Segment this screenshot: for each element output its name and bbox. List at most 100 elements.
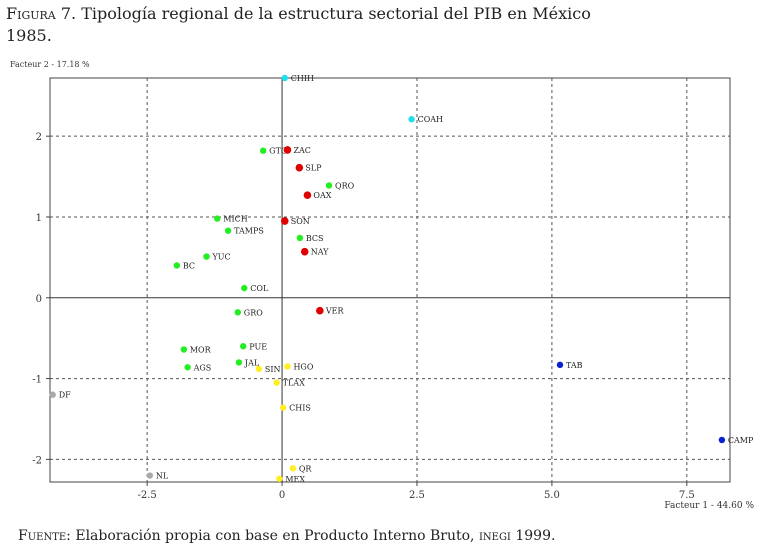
data-point: GRO — [234, 308, 263, 317]
data-point: CHIH — [281, 74, 314, 83]
source-label: Fuente: — [18, 528, 71, 544]
point-marker — [224, 227, 232, 234]
point-label: SLP — [305, 164, 322, 173]
point-marker — [408, 116, 415, 123]
data-point: MOR — [180, 345, 212, 354]
point-label: TAMPS — [234, 227, 264, 236]
x-tick-label: 7.5 — [679, 490, 695, 501]
data-point: SIN — [255, 365, 281, 374]
point-label: SON — [291, 217, 310, 226]
point-marker — [283, 146, 292, 154]
point-marker — [146, 472, 154, 479]
x-tick-label: 2.5 — [409, 490, 425, 501]
x-tick-label: 5.0 — [544, 490, 560, 501]
data-points: CHIH COAH GTO ZAC SLP QRO OAX MICH TAMPS SON BCS NA… — [49, 74, 754, 484]
point-marker — [214, 215, 221, 222]
data-point: DF — [49, 391, 71, 400]
point-marker — [718, 436, 726, 444]
y-tick-label: -1 — [32, 375, 42, 386]
point-label: TLAX — [283, 379, 305, 388]
point-label: ZAC — [293, 146, 310, 155]
point-marker — [234, 309, 242, 316]
data-point: COL — [241, 284, 269, 293]
y-tick-label: 0 — [36, 294, 42, 305]
axes: -2.5 0 2.5 5.0 7.5 2 1 0 -1 -2 — [32, 78, 730, 501]
data-point: VER — [316, 307, 344, 316]
point-label: QRO — [335, 181, 355, 190]
data-point: TLAX — [273, 379, 305, 388]
data-point: CHIS — [279, 404, 311, 413]
data-point: COAH — [408, 115, 443, 124]
point-label: COAH — [418, 115, 443, 124]
point-label: VER — [325, 307, 345, 316]
data-point: ZAC — [283, 146, 311, 155]
x-tick-label: -2.5 — [137, 490, 156, 501]
grid — [50, 78, 730, 482]
point-label: YUC — [212, 253, 231, 262]
data-point: HGO — [284, 362, 314, 371]
x-tick-label: 0 — [279, 490, 285, 501]
point-marker — [259, 147, 267, 154]
point-label: OAX — [313, 191, 331, 200]
data-point: MICH — [214, 215, 248, 224]
point-marker — [235, 359, 243, 366]
data-point: PUE — [240, 342, 267, 351]
point-label: HGO — [293, 362, 313, 371]
point-marker — [556, 361, 564, 369]
data-point: QRO — [325, 181, 355, 190]
point-marker — [281, 74, 288, 82]
point-marker — [316, 306, 324, 315]
point-marker — [180, 346, 188, 353]
figure-title: Figura 7. Tipología regional de la estru… — [6, 3, 591, 47]
data-point: AGS — [184, 363, 211, 372]
point-label: GTO — [269, 147, 288, 156]
point-label: MOR — [190, 345, 212, 354]
figure-title-end: en México — [507, 4, 591, 23]
figure-label-prefix: Figura — [6, 4, 56, 23]
data-point: TAMPS — [224, 227, 264, 236]
point-marker — [273, 379, 280, 386]
data-point: NAY — [300, 248, 329, 257]
source-text: Elaboración propia con base en Producto … — [75, 528, 475, 544]
point-marker — [296, 234, 304, 242]
point-label: PUE — [249, 342, 267, 351]
point-marker — [289, 465, 297, 472]
point-label: SIN — [265, 365, 281, 374]
y-axis-label: Facteur 2 - 17.18 % — [10, 60, 90, 69]
point-marker — [255, 365, 263, 373]
y-tick-label: 1 — [36, 213, 42, 224]
point-label: NL — [156, 472, 169, 481]
point-label: NAY — [311, 248, 329, 257]
point-label: BCS — [306, 234, 324, 243]
point-marker — [279, 404, 287, 411]
data-point: YUC — [203, 253, 231, 262]
point-label: AGS — [193, 363, 212, 372]
figure-title-start: Tipología regional de la estructura sect… — [81, 4, 469, 23]
point-label: GRO — [244, 308, 263, 317]
point-marker — [203, 253, 210, 260]
point-label: MICH — [223, 215, 247, 224]
point-label: COL — [250, 284, 269, 293]
data-point: TAB — [556, 361, 583, 370]
point-marker — [49, 391, 56, 398]
point-label: MEX — [285, 475, 305, 484]
source-abbrev: inegi — [478, 528, 511, 544]
data-point: GTO — [259, 147, 288, 156]
data-point: CAMP — [718, 436, 754, 445]
data-point: QR — [289, 464, 313, 473]
point-marker — [303, 191, 312, 199]
data-point: BCS — [296, 234, 324, 243]
y-tick-label: -2 — [32, 455, 42, 466]
point-label: QR — [299, 464, 313, 473]
point-marker — [295, 163, 304, 172]
data-point: OAX — [303, 191, 332, 200]
point-marker — [276, 475, 283, 482]
point-label: CAMP — [728, 436, 754, 445]
point-marker — [184, 364, 191, 371]
data-point: SON — [280, 217, 310, 226]
point-marker — [173, 262, 181, 269]
source-note: Fuente: Elaboración propia con base en P… — [18, 528, 555, 544]
data-point: BC — [173, 261, 195, 270]
source-year: 1999. — [515, 528, 556, 544]
